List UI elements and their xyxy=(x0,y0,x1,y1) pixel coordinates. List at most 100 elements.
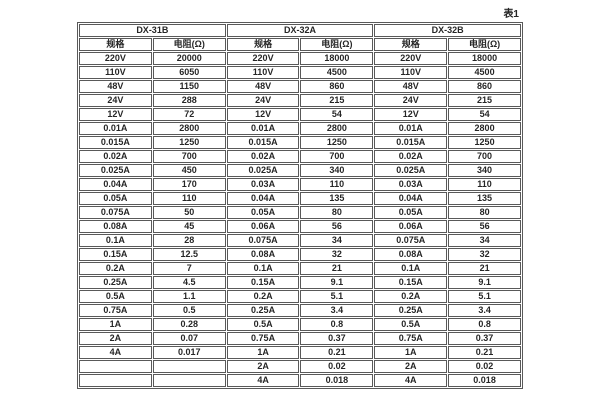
model-header-dx32a: DX-32A xyxy=(226,24,374,37)
resistance-cell: 340 xyxy=(300,164,374,177)
resistance-cell: 1250 xyxy=(152,136,226,149)
resistance-cell: 4500 xyxy=(448,66,521,79)
resistance-cell xyxy=(152,374,226,387)
spec-cell: 1A xyxy=(79,318,152,331)
resistance-cell: 9.1 xyxy=(300,276,374,289)
spec-cell: 0.06A xyxy=(226,220,300,233)
table-row: 0.5A 1.1 0.2A 5.1 0.2A 5.1 xyxy=(79,290,521,303)
spec-cell: 0.01A xyxy=(79,122,152,135)
table-body: 220V 20000 220V 18000 220V 18000 110V 6050 110V 4… xyxy=(79,52,521,387)
table-row: 24V 288 24V 215 24V 215 xyxy=(79,94,521,107)
resistance-cell: 2800 xyxy=(152,122,226,135)
table-row: 2A 0.02 2A 0.02 xyxy=(79,360,521,373)
spec-cell: 0.075A xyxy=(374,234,448,247)
spec-cell: 0.015A xyxy=(79,136,152,149)
resistance-cell: 215 xyxy=(448,94,521,107)
resistance-cell: 3.4 xyxy=(448,304,521,317)
table-row: 0.025A 450 0.025A 340 0.025A 340 xyxy=(79,164,521,177)
resistance-cell: 0.37 xyxy=(300,332,374,345)
spec-cell: 220V xyxy=(374,52,448,65)
resistance-column-header: 电阻(Ω) xyxy=(152,38,226,51)
resistance-cell: 0.21 xyxy=(300,346,374,359)
spec-cell: 0.025A xyxy=(79,164,152,177)
resistance-cell: 12.5 xyxy=(152,248,226,261)
resistance-cell: 288 xyxy=(152,94,226,107)
resistance-cell: 34 xyxy=(448,234,521,247)
spec-cell: 0.02A xyxy=(374,150,448,163)
spec-cell: 0.25A xyxy=(374,304,448,317)
spec-cell: 0.025A xyxy=(374,164,448,177)
resistance-cell: 56 xyxy=(300,220,374,233)
table-row: 4A 0.017 1A 0.21 1A 0.21 xyxy=(79,346,521,359)
spec-cell: 4A xyxy=(226,374,300,387)
column-header-row: 规格 电阻(Ω) 规格 电阻(Ω) 规格 电阻(Ω) xyxy=(79,38,521,51)
spec-cell: 0.015A xyxy=(374,136,448,149)
resistance-cell: 5.1 xyxy=(300,290,374,303)
table-row: 48V 1150 48V 860 48V 860 xyxy=(79,80,521,93)
spec-cell: 12V xyxy=(226,108,300,121)
spec-cell: 0.1A xyxy=(374,262,448,275)
resistance-cell: 4500 xyxy=(300,66,374,79)
spec-cell: 110V xyxy=(226,66,300,79)
spec-cell: 4A xyxy=(79,346,152,359)
spec-cell: 0.5A xyxy=(374,318,448,331)
table-row: 12V 72 12V 54 12V 54 xyxy=(79,108,521,121)
resistance-cell: 54 xyxy=(300,108,374,121)
resistance-cell: 2800 xyxy=(448,122,521,135)
resistance-cell: 0.02 xyxy=(300,360,374,373)
resistance-cell: 7 xyxy=(152,262,226,275)
spec-cell: 0.75A xyxy=(79,304,152,317)
resistance-cell: 0.07 xyxy=(152,332,226,345)
resistance-cell: 700 xyxy=(152,150,226,163)
spec-cell: 1A xyxy=(226,346,300,359)
spec-cell: 48V xyxy=(374,80,448,93)
spec-cell xyxy=(79,360,152,373)
table-row: 0.075A 50 0.05A 80 0.05A 80 xyxy=(79,206,521,219)
table-caption: 表1 xyxy=(503,9,519,20)
resistance-cell: 80 xyxy=(448,206,521,219)
model-header-dx32b: DX-32B xyxy=(374,24,521,37)
resistance-cell: 0.8 xyxy=(300,318,374,331)
resistance-cell: 32 xyxy=(300,248,374,261)
resistance-cell: 860 xyxy=(448,80,521,93)
resistance-cell: 34 xyxy=(300,234,374,247)
resistance-cell: 0.21 xyxy=(448,346,521,359)
spec-cell: 0.01A xyxy=(226,122,300,135)
spec-cell: 0.08A xyxy=(226,248,300,261)
resistance-cell: 110 xyxy=(448,178,521,191)
table-row: 0.08A 45 0.06A 56 0.06A 56 xyxy=(79,220,521,233)
spec-cell xyxy=(79,374,152,387)
spec-cell: 0.5A xyxy=(226,318,300,331)
resistance-cell: 0.5 xyxy=(152,304,226,317)
resistance-cell: 80 xyxy=(300,206,374,219)
resistance-cell: 18000 xyxy=(300,52,374,65)
spec-cell: 0.08A xyxy=(374,248,448,261)
spec-cell: 0.25A xyxy=(226,304,300,317)
resistance-cell: 700 xyxy=(300,150,374,163)
spec-cell: 24V xyxy=(79,94,152,107)
resistance-column-header: 电阻(Ω) xyxy=(448,38,521,51)
resistance-cell: 700 xyxy=(448,150,521,163)
table-header: DX-31B DX-32A DX-32B 规格 电阻(Ω) 规格 电阻(Ω) 规… xyxy=(79,24,521,51)
spec-cell: 0.075A xyxy=(79,206,152,219)
resistance-cell: 0.37 xyxy=(448,332,521,345)
spec-cell: 0.06A xyxy=(374,220,448,233)
resistance-cell: 0.017 xyxy=(152,346,226,359)
resistance-cell: 72 xyxy=(152,108,226,121)
spec-cell: 0.04A xyxy=(79,178,152,191)
table-row: 1A 0.28 0.5A 0.8 0.5A 0.8 xyxy=(79,318,521,331)
table-row: 0.25A 4.5 0.15A 9.1 0.15A 9.1 xyxy=(79,276,521,289)
spec-column-header: 规格 xyxy=(226,38,300,51)
spec-cell: 0.75A xyxy=(226,332,300,345)
spec-cell: 0.04A xyxy=(226,192,300,205)
resistance-cell: 860 xyxy=(300,80,374,93)
resistance-cell: 6050 xyxy=(152,66,226,79)
resistance-cell: 215 xyxy=(300,94,374,107)
model-header-row: DX-31B DX-32A DX-32B xyxy=(79,24,521,37)
resistance-cell: 56 xyxy=(448,220,521,233)
spec-cell: 0.015A xyxy=(226,136,300,149)
resistance-spec-table: DX-31B DX-32A DX-32B 规格 电阻(Ω) 规格 电阻(Ω) 规… xyxy=(77,22,523,389)
resistance-cell: 450 xyxy=(152,164,226,177)
spec-cell: 0.05A xyxy=(374,206,448,219)
